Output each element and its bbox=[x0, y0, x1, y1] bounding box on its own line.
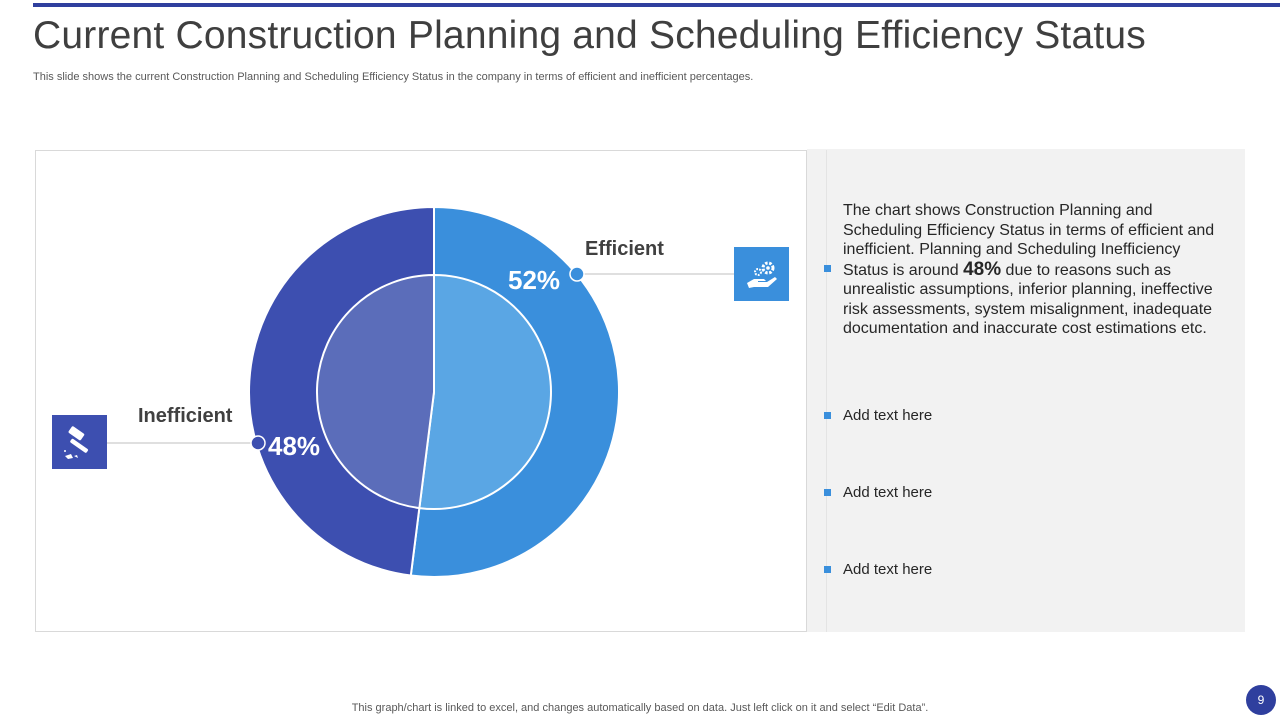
bullet-marker bbox=[824, 412, 831, 419]
description-text: The chart shows Construction Planning an… bbox=[843, 202, 1215, 337]
slide-subtitle: This slide shows the current Constructio… bbox=[33, 71, 754, 83]
page-number: 9 bbox=[1246, 685, 1276, 715]
inefficient-value-label: 48% bbox=[268, 431, 321, 461]
top-accent-bar bbox=[33, 3, 1280, 7]
add-text-item-3[interactable]: Add text here bbox=[843, 561, 933, 578]
inefficient-marker bbox=[250, 435, 266, 451]
efficient-label: Efficient bbox=[585, 238, 664, 260]
add-text-item-1[interactable]: Add text here bbox=[843, 407, 933, 424]
footer-note: This graph/chart is linked to excel, and… bbox=[351, 702, 929, 714]
slide-title: Current Construction Planning and Schedu… bbox=[33, 14, 1146, 57]
text-panel-divider bbox=[826, 150, 827, 632]
description-highlight: 48% bbox=[963, 258, 1002, 280]
hammer-icon bbox=[52, 415, 107, 469]
gear-hand-icon bbox=[734, 247, 789, 301]
efficient-marker bbox=[569, 266, 585, 282]
pie-inner-inefficient bbox=[315, 273, 435, 510]
bullet-marker bbox=[824, 566, 831, 573]
text-panel bbox=[807, 149, 1245, 632]
inefficient-label: Inefficient bbox=[138, 405, 233, 427]
efficient-value-label: 52% bbox=[508, 265, 561, 295]
bullet-marker bbox=[824, 265, 831, 272]
pie-inner-efficient bbox=[418, 273, 552, 510]
bullet-marker bbox=[824, 489, 831, 496]
add-text-item-2[interactable]: Add text here bbox=[843, 484, 933, 501]
